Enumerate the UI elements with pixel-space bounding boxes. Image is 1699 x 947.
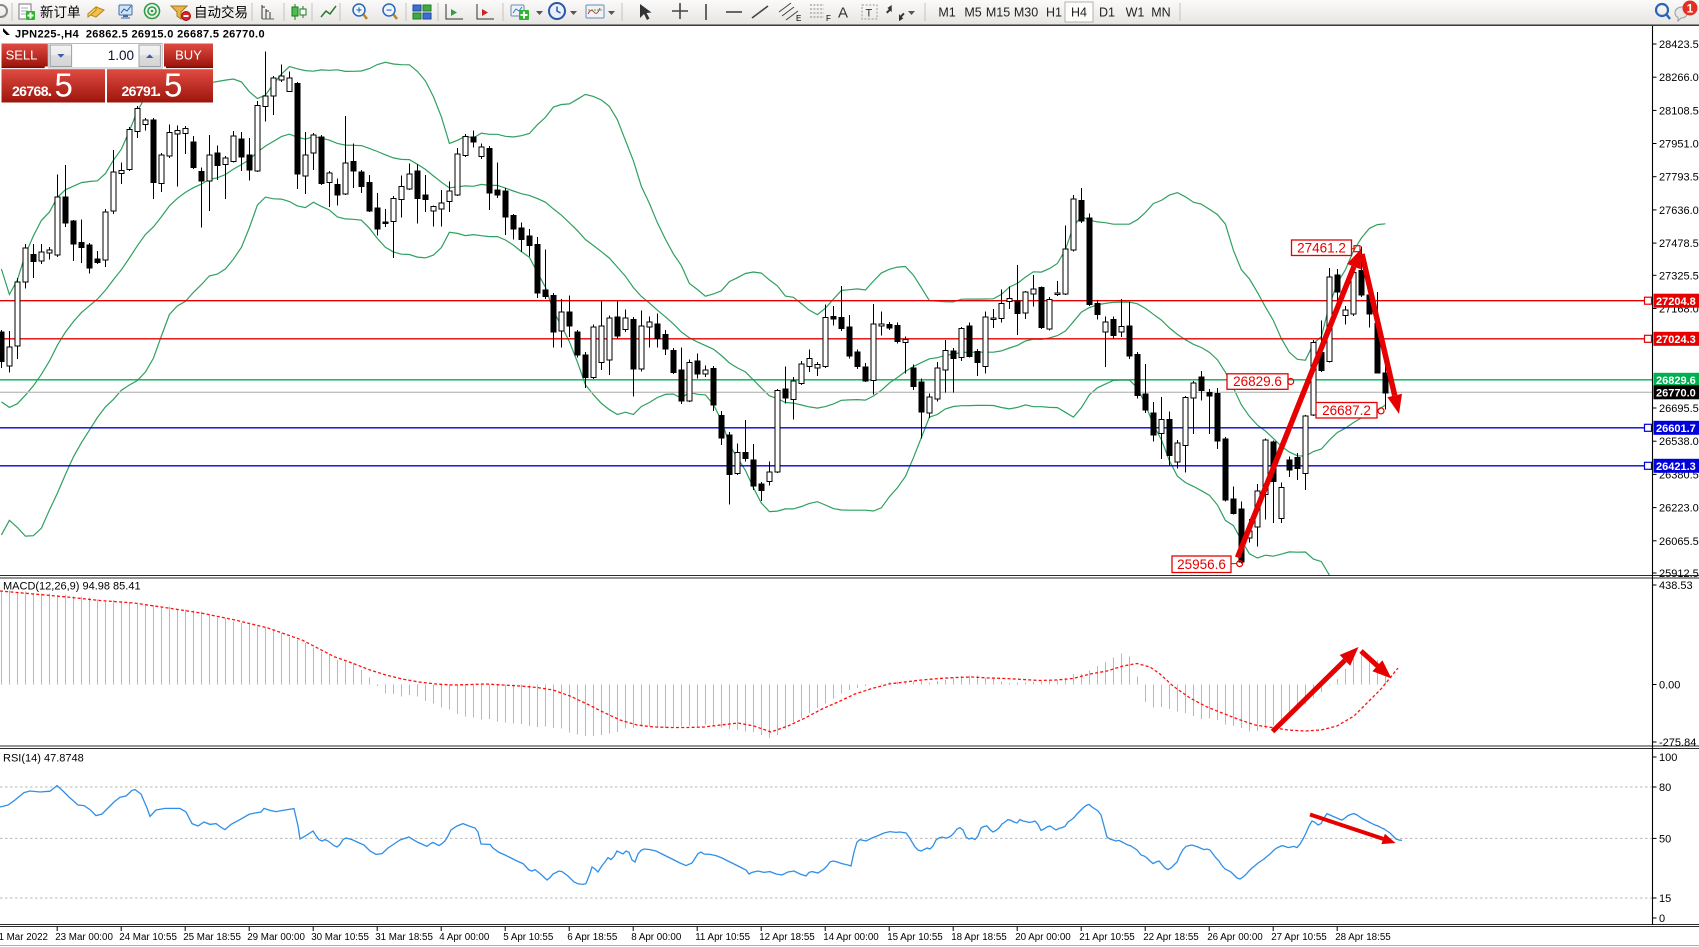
svg-text:BUY: BUY [175,48,202,63]
svg-text:26538.0: 26538.0 [1659,436,1699,448]
svg-text:26770.0: 26770.0 [1656,388,1696,400]
svg-text:RSI(14) 47.8748: RSI(14) 47.8748 [3,753,84,765]
svg-text:E: E [796,14,801,23]
svg-text:14 Apr 00:00: 14 Apr 00:00 [823,932,879,943]
svg-text:30 Mar 10:55: 30 Mar 10:55 [311,932,369,943]
svg-text:27478.5: 27478.5 [1659,238,1699,250]
svg-text:24 Mar 10:55: 24 Mar 10:55 [119,932,177,943]
svg-text:T: T [866,8,873,20]
svg-text:80: 80 [1659,782,1671,794]
svg-text:22 Apr 18:55: 22 Apr 18:55 [1143,932,1199,943]
svg-text:1: 1 [1687,2,1694,16]
svg-text:11 Apr 10:55: 11 Apr 10:55 [695,932,750,943]
svg-text:27951.0: 27951.0 [1659,139,1699,151]
svg-text:15: 15 [1659,893,1671,905]
svg-text:4 Apr 00:00: 4 Apr 00:00 [439,932,490,943]
svg-text:27 Apr 10:55: 27 Apr 10:55 [1271,932,1327,943]
svg-text:28423.5: 28423.5 [1659,39,1699,51]
svg-text:27461.2: 27461.2 [1297,240,1346,255]
svg-text:M5: M5 [964,6,981,20]
svg-text:28 Apr 18:55: 28 Apr 18:55 [1335,932,1391,943]
svg-text:26065.5: 26065.5 [1659,536,1699,548]
svg-text:29 Mar 00:00: 29 Mar 00:00 [247,932,305,943]
svg-text:25 Mar 18:55: 25 Mar 18:55 [183,932,241,943]
svg-text:M30: M30 [1014,6,1038,20]
svg-text:H1: H1 [1046,6,1062,20]
svg-text:26791: 26791 [122,83,159,99]
svg-text:26695.5: 26695.5 [1659,403,1699,415]
svg-text:27793.5: 27793.5 [1659,172,1699,184]
svg-text:438.53: 438.53 [1659,580,1693,592]
svg-text:26223.0: 26223.0 [1659,503,1699,515]
svg-text:20 Apr 00:00: 20 Apr 00:00 [1015,932,1071,943]
svg-text:6 Apr 18:55: 6 Apr 18:55 [567,932,618,943]
svg-text:21 Apr 10:55: 21 Apr 10:55 [1079,932,1135,943]
svg-text:26687.2: 26687.2 [1322,403,1371,418]
svg-text:M15: M15 [986,6,1010,20]
svg-text:M1: M1 [938,6,955,20]
svg-text:自动交易: 自动交易 [194,4,248,20]
svg-text:−: − [386,6,392,17]
svg-text:MN: MN [1151,6,1170,20]
svg-text:27024.3: 27024.3 [1656,334,1696,346]
svg-text:31 Mar 18:55: 31 Mar 18:55 [375,932,433,943]
svg-text:新订单: 新订单 [40,5,81,20]
svg-text:1.00: 1.00 [108,48,134,63]
svg-text:0.00: 0.00 [1659,680,1680,692]
svg-text:8 Apr 00:00: 8 Apr 00:00 [631,932,682,943]
svg-text:26829.6: 26829.6 [1233,374,1282,389]
svg-text:.: . [48,81,53,100]
svg-text:27636.0: 27636.0 [1659,205,1699,217]
svg-text:+: + [356,6,362,17]
svg-text:0: 0 [1659,913,1665,925]
svg-text:25956.6: 25956.6 [1177,557,1226,572]
svg-text:26421.3: 26421.3 [1656,461,1696,473]
svg-text:.: . [157,81,162,100]
svg-text:26601.7: 26601.7 [1656,423,1696,435]
svg-text:MACD(12,26,9) 94.98 85.41: MACD(12,26,9) 94.98 85.41 [3,581,141,593]
svg-text:5: 5 [55,66,73,103]
svg-text:100: 100 [1659,752,1677,764]
svg-text:5: 5 [164,66,182,103]
svg-text:21 Mar 2022: 21 Mar 2022 [0,932,48,943]
svg-text:26829.6: 26829.6 [1656,375,1696,387]
svg-text:15 Apr 10:55: 15 Apr 10:55 [887,932,943,943]
svg-text:12 Apr 18:55: 12 Apr 18:55 [759,932,815,943]
svg-text:D1: D1 [1099,6,1115,20]
svg-text:A: A [838,5,848,22]
svg-text:F: F [826,14,831,23]
svg-text:27204.8: 27204.8 [1656,296,1696,308]
svg-text:23 Mar 00:00: 23 Mar 00:00 [55,932,113,943]
svg-text:25912.5: 25912.5 [1659,568,1699,580]
svg-text:28266.0: 28266.0 [1659,72,1699,84]
svg-text:-275.84: -275.84 [1659,737,1696,749]
svg-text:26 Apr 00:00: 26 Apr 00:00 [1207,932,1263,943]
svg-text:26768: 26768 [12,83,49,99]
svg-text:28108.5: 28108.5 [1659,105,1699,117]
svg-text:50: 50 [1659,833,1671,845]
svg-text:18 Apr 18:55: 18 Apr 18:55 [951,932,1007,943]
svg-text:SELL: SELL [6,48,38,63]
svg-text:27325.5: 27325.5 [1659,270,1699,282]
svg-text:5 Apr 10:55: 5 Apr 10:55 [503,932,554,943]
svg-text:H4: H4 [1071,6,1087,20]
svg-text:W1: W1 [1126,6,1145,20]
svg-text:JPN225-,H4 26862.5 26915.0 26: JPN225-,H4 26862.5 26915.0 26687.5 26770… [15,29,265,41]
